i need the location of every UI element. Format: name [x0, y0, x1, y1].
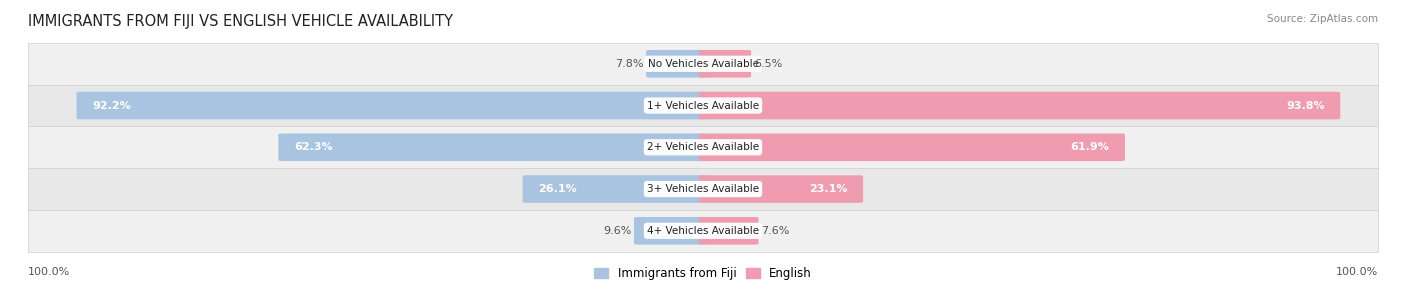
FancyBboxPatch shape	[278, 134, 707, 161]
FancyBboxPatch shape	[699, 217, 758, 245]
Text: 9.6%: 9.6%	[603, 226, 631, 236]
FancyBboxPatch shape	[699, 175, 863, 203]
Text: 3+ Vehicles Available: 3+ Vehicles Available	[647, 184, 759, 194]
Text: 6.5%: 6.5%	[754, 59, 782, 69]
Bar	[28, 210, 1378, 252]
FancyBboxPatch shape	[647, 50, 707, 78]
Bar	[28, 85, 1378, 126]
Bar	[28, 126, 1378, 168]
Text: Source: ZipAtlas.com: Source: ZipAtlas.com	[1267, 14, 1378, 24]
Text: 1+ Vehicles Available: 1+ Vehicles Available	[647, 101, 759, 110]
Bar	[28, 43, 1378, 85]
Text: 7.6%: 7.6%	[761, 226, 790, 236]
Text: 100.0%: 100.0%	[28, 267, 70, 277]
Bar	[28, 168, 1378, 210]
FancyBboxPatch shape	[699, 92, 1340, 119]
Text: 7.8%: 7.8%	[614, 59, 644, 69]
Text: 4+ Vehicles Available: 4+ Vehicles Available	[647, 226, 759, 236]
FancyBboxPatch shape	[634, 217, 707, 245]
Text: 62.3%: 62.3%	[294, 142, 332, 152]
FancyBboxPatch shape	[76, 92, 707, 119]
Legend: Immigrants from Fiji, English: Immigrants from Fiji, English	[593, 267, 813, 280]
FancyBboxPatch shape	[699, 50, 751, 78]
Text: 23.1%: 23.1%	[808, 184, 848, 194]
FancyBboxPatch shape	[523, 175, 707, 203]
Text: No Vehicles Available: No Vehicles Available	[648, 59, 758, 69]
Text: 26.1%: 26.1%	[538, 184, 576, 194]
Text: 92.2%: 92.2%	[91, 101, 131, 110]
Text: 2+ Vehicles Available: 2+ Vehicles Available	[647, 142, 759, 152]
Text: 61.9%: 61.9%	[1070, 142, 1109, 152]
FancyBboxPatch shape	[699, 134, 1125, 161]
Text: 100.0%: 100.0%	[1336, 267, 1378, 277]
Text: 93.8%: 93.8%	[1286, 101, 1324, 110]
Text: IMMIGRANTS FROM FIJI VS ENGLISH VEHICLE AVAILABILITY: IMMIGRANTS FROM FIJI VS ENGLISH VEHICLE …	[28, 14, 453, 29]
